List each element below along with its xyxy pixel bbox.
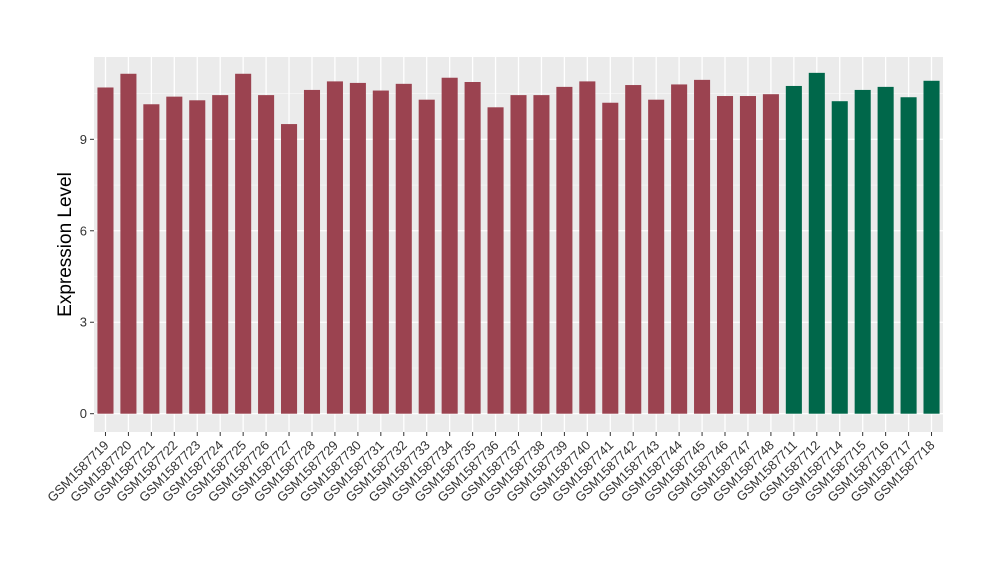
bar-GSM1587719 (97, 87, 114, 414)
bar-GSM1587742 (625, 85, 642, 414)
y-axis: 0 3 6 9 (80, 132, 94, 421)
bar-GSM1587738 (533, 95, 550, 414)
bar-GSM1587743 (648, 99, 665, 414)
bar-GSM1587717 (900, 97, 917, 414)
bar-GSM1587748 (762, 94, 779, 414)
bar-GSM1587714 (831, 101, 848, 414)
bar-GSM1587712 (808, 72, 825, 414)
bar-GSM1587737 (510, 95, 527, 414)
bar-GSM1587736 (487, 107, 504, 414)
bar-GSM1587716 (877, 86, 894, 414)
bar-GSM1587746 (716, 96, 734, 414)
bar-GSM1587745 (694, 79, 711, 414)
bar-GSM1587739 (556, 86, 573, 414)
bar-GSM1587741 (602, 102, 619, 414)
bar-GSM1587731 (372, 90, 389, 414)
bar-GSM1587733 (418, 99, 435, 414)
y-tick-label: 6 (80, 223, 87, 238)
bar-GSM1587747 (739, 96, 756, 414)
bar-GSM1587715 (854, 89, 871, 414)
bars (97, 72, 940, 414)
bar-GSM1587730 (349, 82, 366, 414)
bar-GSM1587728 (303, 89, 321, 414)
y-axis-title: Expression Level (55, 172, 76, 317)
bar-GSM1587724 (212, 95, 229, 414)
bar-GSM1587740 (579, 81, 596, 414)
bar-GSM1587744 (671, 84, 688, 414)
bar-GSM1587729 (326, 81, 343, 414)
bar-GSM1587735 (464, 82, 481, 414)
y-tick-label: 3 (80, 315, 87, 330)
y-tick-label: 0 (80, 406, 87, 421)
bar-GSM1587711 (785, 85, 802, 414)
bar-GSM1587726 (258, 95, 275, 414)
x-axis: GSM1587719GSM1587720GSM1587721GSM1587722… (44, 432, 938, 505)
bar-GSM1587732 (395, 83, 412, 414)
bar-GSM1587727 (281, 124, 298, 414)
y-tick-label: 9 (80, 132, 87, 147)
bar-GSM1587734 (441, 77, 458, 414)
bar-GSM1587721 (143, 104, 160, 414)
bar-GSM1587718 (923, 80, 940, 414)
bar-GSM1587720 (120, 73, 137, 414)
bar-GSM1587722 (166, 96, 183, 414)
bar-GSM1587725 (235, 73, 252, 414)
bar-GSM1587723 (189, 100, 206, 414)
